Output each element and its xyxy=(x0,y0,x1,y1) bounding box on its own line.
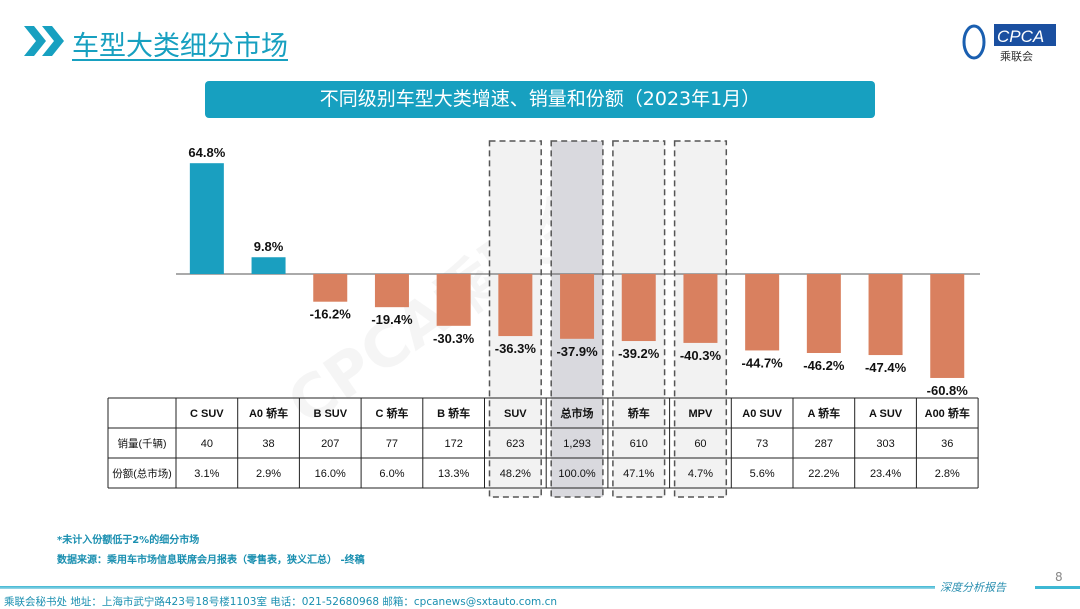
bar xyxy=(313,274,348,302)
bar xyxy=(251,257,286,274)
data-label: -40.3% xyxy=(680,348,722,363)
bar xyxy=(930,274,965,378)
table-cell: 22.2% xyxy=(808,468,839,480)
table-header: A 轿车 xyxy=(808,406,841,420)
table-cell: 40 xyxy=(201,438,213,450)
table-header: C SUV xyxy=(190,408,224,420)
footer-divider xyxy=(0,586,935,589)
table-cell: 610 xyxy=(630,438,648,450)
row-label: 份额(总市场) xyxy=(112,467,172,480)
data-label: 64.8% xyxy=(188,145,225,160)
page-number: 8 xyxy=(1055,570,1063,584)
bar xyxy=(189,163,224,274)
svg-text:CPCA: CPCA xyxy=(997,27,1044,46)
table-cell: 5.6% xyxy=(750,468,775,480)
bar xyxy=(498,274,533,337)
chart-title-banner: 不同级别车型大类增速、销量和份额（2023年1月） xyxy=(205,81,875,118)
table-cell: 6.0% xyxy=(379,468,404,480)
bar xyxy=(683,274,718,343)
data-label: -30.3% xyxy=(433,331,475,346)
data-label: -16.2% xyxy=(310,307,352,322)
table-cell: 77 xyxy=(386,438,398,450)
table-cell: 36 xyxy=(941,438,953,450)
data-label: -37.9% xyxy=(556,344,598,359)
table-cell: 2.8% xyxy=(935,468,960,480)
table-header: 轿车 xyxy=(628,406,650,420)
table-cell: 73 xyxy=(756,438,768,450)
footer-divider xyxy=(1035,586,1080,589)
table-cell: 38 xyxy=(262,438,274,450)
row-label: 销量(千辆) xyxy=(118,437,167,450)
data-label: -47.4% xyxy=(865,360,907,375)
table-header: A00 轿车 xyxy=(925,406,970,420)
table-header: 总市场 xyxy=(561,406,594,420)
footnote: *未计入份额低于2%的细分市场 xyxy=(57,535,200,546)
bar xyxy=(436,274,471,326)
table-cell: 16.0% xyxy=(315,468,346,480)
table-cell: 1,293 xyxy=(563,438,591,450)
table-header: A SUV xyxy=(869,408,903,420)
table-header: A0 SUV xyxy=(742,408,782,420)
table-cell: 3.1% xyxy=(194,468,219,480)
data-label: -19.4% xyxy=(371,312,413,327)
table-cell: 13.3% xyxy=(438,468,469,480)
data-label: -39.2% xyxy=(618,346,660,361)
table-cell: 623 xyxy=(506,438,524,450)
table-header: MPV xyxy=(689,408,714,420)
table-cell: 207 xyxy=(321,438,339,450)
data-label: -44.7% xyxy=(742,355,784,370)
table-header: B 轿车 xyxy=(437,406,470,420)
table-header: A0 轿车 xyxy=(249,406,288,420)
table-cell: 4.7% xyxy=(688,468,713,480)
chevron-icon xyxy=(24,26,64,56)
bar xyxy=(806,274,841,354)
data-label: 9.8% xyxy=(254,239,284,254)
data-label: -46.2% xyxy=(803,358,845,373)
table-header: SUV xyxy=(504,408,527,420)
data-source: 数据来源：乘用车市场信息联席会月报表（零售表，狭义汇总） -终稿 xyxy=(57,555,365,566)
table-header: C 轿车 xyxy=(375,406,408,420)
table-cell: 303 xyxy=(876,438,894,450)
footer-contact: 乘联会秘书处 地址：上海市武宁路423号18号楼1103室 电话：021-526… xyxy=(4,596,558,608)
cpca-logo: CPCA 乘联会 xyxy=(960,18,1060,64)
table-cell: 47.1% xyxy=(623,468,654,480)
table-cell: 287 xyxy=(815,438,833,450)
table-cell: 60 xyxy=(694,438,706,450)
table-cell: 48.2% xyxy=(500,468,531,480)
bar xyxy=(745,274,780,351)
bar xyxy=(374,274,409,308)
table-cell: 172 xyxy=(444,438,462,450)
data-label: -60.8% xyxy=(927,383,969,398)
table-header: B SUV xyxy=(313,408,347,420)
report-label: 深度分析报告 xyxy=(940,581,1006,594)
bar xyxy=(868,274,903,356)
table-cell: 100.0% xyxy=(558,468,596,480)
data-label: -36.3% xyxy=(495,341,537,356)
table-cell: 23.4% xyxy=(870,468,901,480)
bar xyxy=(560,274,595,339)
table-cell: 2.9% xyxy=(256,468,281,480)
bar xyxy=(621,274,656,342)
page-title: 车型大类细分市场 xyxy=(72,31,288,62)
svg-text:乘联会: 乘联会 xyxy=(1000,50,1033,63)
